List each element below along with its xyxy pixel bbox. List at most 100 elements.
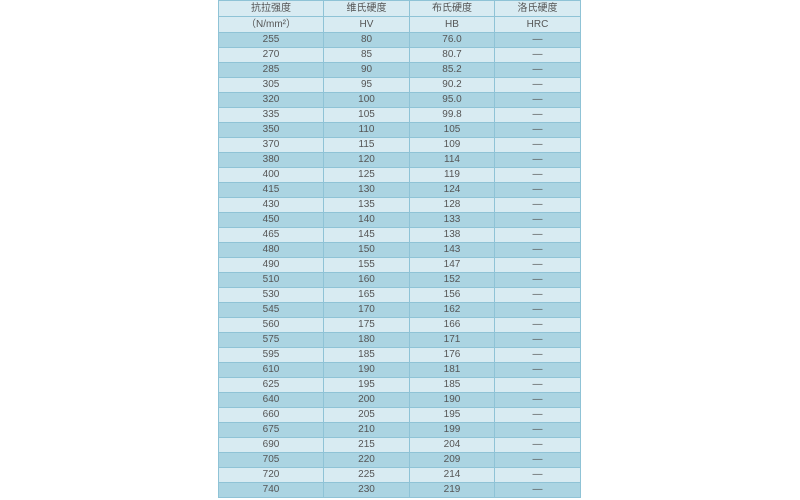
hv-cell: 200 <box>323 392 410 408</box>
table-row: 415 130 124— <box>218 182 581 198</box>
hb-cell: 204 <box>409 437 495 453</box>
hv-cell: 95 <box>323 77 410 93</box>
table-row: 430 135 128— <box>218 197 581 213</box>
hb-cell: 176 <box>409 347 495 363</box>
table-row: 335 105 99.8— <box>218 107 581 123</box>
hrc-cell: — <box>494 167 581 183</box>
table-row: 575 180 171— <box>218 332 581 348</box>
tensile-cell: 370 <box>218 137 324 153</box>
hv-cell: 180 <box>323 332 410 348</box>
tensile-cell: 270 <box>218 47 324 63</box>
hv-cell: 145 <box>323 227 410 243</box>
tensile-cell: 530 <box>218 287 324 303</box>
hv-cell: 175 <box>323 317 410 333</box>
hrc-cell: — <box>494 47 581 63</box>
tensile-cell: 675 <box>218 422 324 438</box>
tensile-cell: 350 <box>218 122 324 138</box>
tensile-cell: 380 <box>218 152 324 168</box>
hrc-cell: — <box>494 212 581 228</box>
table-row: 705 220 209— <box>218 452 581 468</box>
tensile-cell: 465 <box>218 227 324 243</box>
hb-cell: 109 <box>409 137 495 153</box>
hardness-conversion-table: 抗拉强度 维氏硬度 布氏硬度 洛氏硬度 （N/mm²） HV HB HRC 25… <box>218 0 581 498</box>
hrc-cell: — <box>494 242 581 258</box>
hrc-cell: — <box>494 227 581 243</box>
hv-cell: 150 <box>323 242 410 258</box>
hv-cell: 170 <box>323 302 410 318</box>
hrc-cell: — <box>494 437 581 453</box>
tensile-cell: 625 <box>218 377 324 393</box>
table-row: 465 145 138— <box>218 227 581 243</box>
table-row: 560 175 166— <box>218 317 581 333</box>
tensile-cell: 595 <box>218 347 324 363</box>
hrc-cell: — <box>494 137 581 153</box>
hrc-cell: — <box>494 272 581 288</box>
hb-cell: 162 <box>409 302 495 318</box>
hrc-cell: — <box>494 452 581 468</box>
hv-cell: 120 <box>323 152 410 168</box>
hv-cell: 140 <box>323 212 410 228</box>
table-row: 545 170 162— <box>218 302 581 318</box>
table-row: 400 125 119— <box>218 167 581 183</box>
hv-cell: 190 <box>323 362 410 378</box>
hrc-cell: — <box>494 332 581 348</box>
hv-cell: 110 <box>323 122 410 138</box>
hb-cell: 190 <box>409 392 495 408</box>
hb-cell: 119 <box>409 167 495 183</box>
tensile-cell: 430 <box>218 197 324 213</box>
hv-cell: 230 <box>323 482 410 498</box>
hb-cell: 199 <box>409 422 495 438</box>
hv-cell: 105 <box>323 107 410 123</box>
tensile-cell: 285 <box>218 62 324 78</box>
hb-cell: 156 <box>409 287 495 303</box>
hrc-cell: — <box>494 152 581 168</box>
hv-cell: 130 <box>323 182 410 198</box>
hb-cell: 219 <box>409 482 495 498</box>
hb-cell: 85.2 <box>409 62 495 78</box>
hb-cell: 90.2 <box>409 77 495 93</box>
hv-cell: 185 <box>323 347 410 363</box>
tensile-cell: 400 <box>218 167 324 183</box>
hv-cell: 195 <box>323 377 410 393</box>
tensile-cell: 705 <box>218 452 324 468</box>
hrc-cell: — <box>494 302 581 318</box>
table-row: 510 160 152— <box>218 272 581 288</box>
header-tensile: 抗拉强度 <box>218 0 324 17</box>
hb-cell: 166 <box>409 317 495 333</box>
table-row: 740 230 219— <box>218 482 581 498</box>
hrc-cell: — <box>494 317 581 333</box>
hv-cell: 160 <box>323 272 410 288</box>
hv-cell: 85 <box>323 47 410 63</box>
hrc-cell: — <box>494 62 581 78</box>
header-row-1: 抗拉强度 维氏硬度 布氏硬度 洛氏硬度 <box>218 0 581 17</box>
tensile-cell: 560 <box>218 317 324 333</box>
hv-cell: 210 <box>323 422 410 438</box>
table-row: 490 155 147— <box>218 257 581 273</box>
hrc-cell: — <box>494 197 581 213</box>
table-row: 595 185 176— <box>218 347 581 363</box>
tensile-cell: 575 <box>218 332 324 348</box>
hrc-cell: — <box>494 392 581 408</box>
hb-cell: 80.7 <box>409 47 495 63</box>
table-row: 370 115 109— <box>218 137 581 153</box>
tensile-cell: 305 <box>218 77 324 93</box>
tensile-cell: 720 <box>218 467 324 483</box>
hb-cell: 185 <box>409 377 495 393</box>
tensile-cell: 640 <box>218 392 324 408</box>
hb-cell: 171 <box>409 332 495 348</box>
table-row: 380 120 114— <box>218 152 581 168</box>
table-row: 320 100 95.0— <box>218 92 581 108</box>
header-hv-unit: HV <box>323 16 410 33</box>
tensile-cell: 490 <box>218 257 324 273</box>
tensile-cell: 740 <box>218 482 324 498</box>
hrc-cell: — <box>494 32 581 48</box>
table-row: 530 165 156— <box>218 287 581 303</box>
hv-cell: 135 <box>323 197 410 213</box>
hv-cell: 80 <box>323 32 410 48</box>
hrc-cell: — <box>494 182 581 198</box>
table-row: 350 110 105— <box>218 122 581 138</box>
hb-cell: 128 <box>409 197 495 213</box>
hrc-cell: — <box>494 422 581 438</box>
tensile-cell: 255 <box>218 32 324 48</box>
table-row: 640 200 190— <box>218 392 581 408</box>
